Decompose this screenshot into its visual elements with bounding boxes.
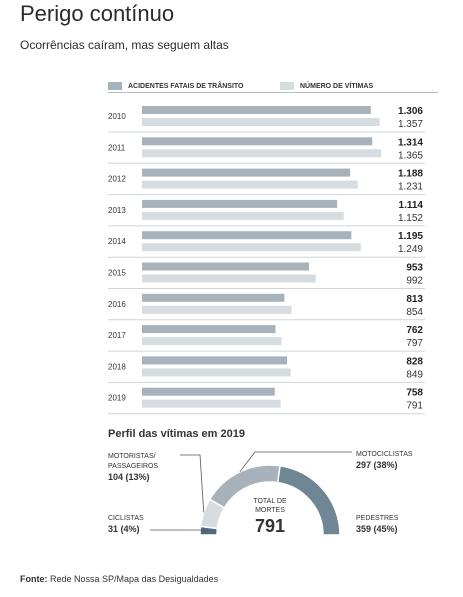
value-label-accidents: 828 — [406, 356, 423, 367]
bar-accidents — [142, 293, 285, 302]
year-label: 2017 — [108, 331, 126, 340]
source-prefix: Fonte: — [20, 574, 48, 584]
donut-center: TOTAL DE MORTES 791 — [240, 497, 300, 537]
bar-accidents — [142, 262, 309, 271]
legend-swatch-victims — [280, 82, 294, 90]
leader-line-motorcyclists — [239, 451, 352, 473]
value-label-victims: 1.152 — [398, 213, 423, 224]
value-label-accidents: 953 — [406, 263, 423, 274]
slice-pedestrians — [276, 464, 341, 536]
value-label-accidents: 1.114 — [399, 200, 424, 211]
value-label-victims: 791 — [406, 401, 423, 412]
year-label: 2010 — [108, 112, 126, 121]
bar-accidents — [142, 231, 352, 240]
slice-name-cyclists: CICLISTAS — [108, 515, 144, 522]
value-label-accidents: 1.188 — [398, 169, 423, 180]
bar-accidents — [142, 356, 288, 365]
slice-name-pedestrians: PEDESTRES — [356, 515, 399, 522]
slice-label-pedestrians: PEDESTRES 359 (45%) — [356, 514, 398, 534]
bar-victims — [142, 149, 382, 158]
bar-victims — [142, 211, 344, 220]
value-label-victims: 1.365 — [398, 150, 423, 161]
donut-title: Perfil das vítimas em 2019 — [108, 428, 245, 440]
source-note: Fonte: Rede Nossa SP/Mapa das Desigualda… — [20, 574, 218, 584]
bar-accidents — [142, 325, 276, 334]
year-label: 2015 — [108, 269, 126, 278]
slice-name-drivers: MOTORISTAS/ PASSAGEIROS — [108, 453, 159, 470]
bar-accidents — [142, 387, 275, 396]
legend-item-accidents: ACIDENTES FATAIS DE TRÂNSITO — [108, 82, 244, 90]
bar-victims — [142, 399, 281, 408]
slice-name-motorcyclists: MOTOCICLISTAS — [356, 451, 413, 458]
value-label-accidents: 762 — [406, 325, 423, 336]
legend-swatch-accidents — [108, 82, 122, 90]
slice-value-cyclists: 31 (4%) — [108, 524, 140, 534]
bar-victims — [142, 305, 292, 314]
bar-chart: 2010 1.306 1.357 2011 1.314 1.365 2012 1.188 1.2… — [108, 106, 425, 415]
slice-label-drivers: MOTORISTAS/ PASSAGEIROS 104 (13%) — [108, 452, 178, 482]
value-label-victims: 797 — [406, 338, 423, 349]
bar-accidents — [142, 106, 371, 114]
year-label: 2016 — [108, 300, 126, 309]
year-label: 2014 — [108, 237, 126, 246]
legend-label-accidents: ACIDENTES FATAIS DE TRÂNSITO — [128, 82, 244, 90]
year-label: 2018 — [108, 362, 126, 371]
slice-value-drivers: 104 (13%) — [108, 472, 150, 482]
bar-victims — [142, 118, 380, 126]
value-label-accidents: 758 — [406, 388, 423, 399]
legend-label-victims: NÚMERO DE VÍTIMAS — [300, 82, 374, 90]
bar-victims — [142, 274, 316, 283]
legend-divider — [108, 92, 438, 93]
total-label: TOTAL DE MORTES — [253, 498, 287, 514]
value-label-accidents: 1.195 — [398, 231, 423, 242]
value-label-victims: 849 — [406, 369, 423, 380]
value-label-victims: 1.231 — [398, 182, 423, 193]
bar-victims — [142, 243, 361, 252]
value-label-victims: 992 — [406, 276, 423, 287]
legend-item-victims: NÚMERO DE VÍTIMAS — [280, 82, 373, 90]
leader-line-drivers — [180, 454, 205, 513]
page-title: Perigo contínuo — [20, 1, 175, 26]
year-label: 2013 — [108, 206, 126, 215]
value-label-victims: 1.357 — [398, 119, 423, 130]
value-label-victims: 1.249 — [398, 244, 423, 255]
year-label: 2012 — [108, 175, 126, 184]
bar-accidents — [142, 199, 338, 208]
value-label-accidents: 813 — [406, 294, 423, 305]
slice-value-pedestrians: 359 (45%) — [356, 524, 398, 534]
total-value: 791 — [254, 516, 286, 536]
slice-label-motorcyclists: MOTOCICLISTAS 297 (38%) — [356, 450, 413, 470]
bar-victims — [142, 368, 291, 377]
source-text: Rede Nossa SP/Mapa das Desigualdades — [50, 574, 219, 584]
year-label: 2011 — [108, 143, 126, 152]
page-subtitle: Ocorrências caíram, mas seguem altas — [20, 38, 229, 52]
value-label-victims: 854 — [406, 307, 423, 318]
year-label: 2019 — [108, 394, 126, 403]
leader-line-cyclists — [150, 529, 209, 532]
bar-accidents — [142, 137, 373, 146]
slice-label-cyclists: CICLISTAS 31 (4%) — [108, 514, 144, 534]
bar-victims — [142, 180, 358, 189]
slice-value-motorcyclists: 297 (38%) — [356, 460, 398, 470]
bar-accidents — [142, 168, 351, 177]
bar-victims — [142, 337, 282, 346]
value-label-accidents: 1.306 — [398, 106, 423, 117]
value-label-accidents: 1.314 — [398, 137, 423, 148]
